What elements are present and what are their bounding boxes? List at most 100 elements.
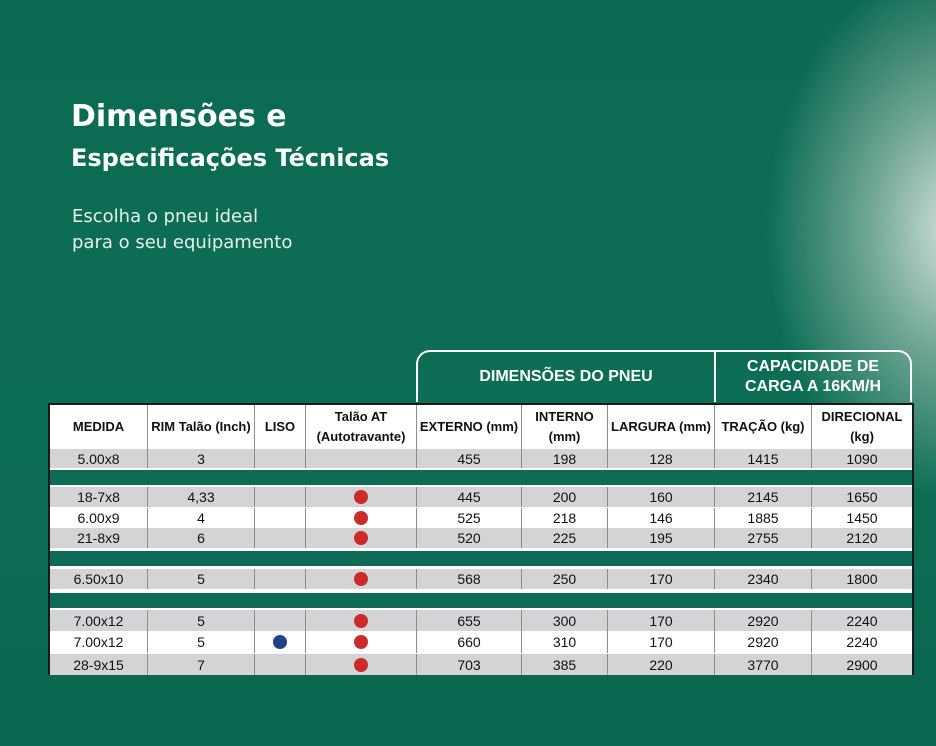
cell-liso bbox=[255, 654, 306, 675]
cell-rim: 6 bbox=[148, 528, 255, 548]
cell-liso bbox=[255, 449, 306, 468]
cell-tracao: 1885 bbox=[715, 508, 812, 528]
talao-at-marker-icon bbox=[354, 657, 368, 672]
cell-direcional: 1650 bbox=[846, 489, 878, 505]
cell-talao-at bbox=[306, 449, 417, 468]
cell-direcional: 2900 bbox=[846, 656, 878, 673]
cell-tracao: 3770 bbox=[715, 654, 812, 675]
cell-interno: 300 bbox=[522, 610, 608, 631]
section-separator bbox=[50, 470, 912, 485]
cell-largura: 170 bbox=[608, 569, 715, 589]
header-medida: MEDIDA bbox=[50, 405, 148, 449]
cell-medida: 7.00x12 bbox=[50, 610, 148, 631]
title-line-2: Especificações Técnicas bbox=[71, 144, 390, 172]
cell-talao-at bbox=[306, 487, 417, 507]
cell-talao-at bbox=[306, 569, 417, 589]
talao-at-marker-icon bbox=[354, 613, 368, 628]
header-rim: RIM Talão (Inch) bbox=[148, 405, 255, 449]
cell-talao-at bbox=[306, 528, 417, 548]
cell-externo: 568 bbox=[417, 569, 522, 589]
cell-rim: 7 bbox=[148, 654, 255, 675]
cell-direcional: 1450 bbox=[846, 510, 878, 526]
cell-rim: 4 bbox=[148, 508, 255, 528]
header-direcional: DIRECIONAL (kg) bbox=[821, 409, 903, 444]
cell-direcional: 2240 bbox=[846, 612, 878, 629]
group-header-capacity: CAPACIDADE DE CARGA A 16KM/H bbox=[714, 350, 912, 402]
cell-externo: 520 bbox=[417, 528, 522, 548]
cell-largura: 220 bbox=[608, 654, 715, 675]
talao-at-marker-icon bbox=[354, 490, 368, 504]
cell-rim: 4,33 bbox=[148, 487, 255, 507]
cell-talao-at bbox=[306, 654, 417, 675]
header-interno: INTERNO (mm) bbox=[522, 405, 608, 449]
header-largura: LARGURA (mm) bbox=[608, 405, 715, 449]
page-subtitle: Escolha o pneu ideal para o seu equipame… bbox=[72, 204, 292, 256]
cell-largura: 128 bbox=[608, 449, 715, 468]
cell-largura: 170 bbox=[608, 631, 715, 653]
cell-tracao: 2920 bbox=[715, 610, 812, 631]
cell-largura: 170 bbox=[608, 610, 715, 631]
cell-liso bbox=[255, 631, 306, 653]
table-row: 28-9x15 7 703 385 220 3770 2900 bbox=[50, 654, 912, 675]
table-row: 7.00x12 5 655 300 170 2920 2240 bbox=[50, 610, 912, 631]
cell-rim: 5 bbox=[148, 610, 255, 631]
cell-externo: 660 bbox=[417, 631, 522, 653]
subtitle-line-2: para o seu equipamento bbox=[72, 232, 293, 253]
cell-externo: 525 bbox=[417, 508, 522, 528]
header-talao-at: Talão AT (Autotravante) bbox=[306, 405, 417, 449]
cell-externo: 703 bbox=[417, 654, 522, 675]
cell-direcional: 1800 bbox=[846, 571, 878, 587]
cell-talao-at bbox=[306, 610, 417, 631]
talao-at-marker-icon bbox=[354, 635, 368, 649]
cell-interno: 200 bbox=[522, 487, 608, 507]
capacity-line-2: CARGA A 16KM/H bbox=[744, 378, 881, 395]
table-row: 21-8x9 6 520 225 195 2755 2120 bbox=[50, 528, 912, 548]
header-externo: EXTERNO (mm) bbox=[417, 405, 522, 449]
cell-talao-at bbox=[306, 631, 417, 653]
cell-rim: 5 bbox=[148, 569, 255, 589]
cell-tracao: 2145 bbox=[715, 487, 812, 507]
page-title: Dimensões e Especificações Técnicas bbox=[71, 96, 389, 178]
cell-medida: 21-8x9 bbox=[50, 528, 148, 548]
cell-externo: 655 bbox=[417, 610, 522, 631]
cell-largura: 160 bbox=[608, 487, 715, 507]
cell-interno: 218 bbox=[522, 508, 608, 528]
cell-liso bbox=[255, 508, 306, 528]
cell-largura: 195 bbox=[608, 528, 715, 548]
table-header-row: MEDIDA RIM Talão (Inch) LISO Talão AT (A… bbox=[50, 405, 912, 449]
cell-tracao: 2920 bbox=[715, 631, 812, 653]
table-row: 6.00x9 4 525 218 146 1885 1450 bbox=[50, 508, 912, 528]
liso-marker-icon bbox=[273, 635, 287, 649]
section-separator bbox=[50, 551, 912, 566]
cell-tracao: 2755 bbox=[715, 528, 812, 548]
cell-medida: 6.00x9 bbox=[50, 508, 148, 528]
cell-largura: 146 bbox=[608, 508, 715, 528]
cell-interno: 225 bbox=[522, 528, 608, 548]
table-row: 18-7x8 4,33 445 200 160 2145 1650 bbox=[50, 487, 912, 507]
cell-medida: 5.00x8 bbox=[50, 449, 148, 468]
cell-direcional: 2120 bbox=[846, 530, 878, 546]
talao-at-marker-icon bbox=[354, 511, 368, 525]
cell-medida: 18-7x8 bbox=[50, 487, 148, 507]
cell-rim: 5 bbox=[148, 631, 255, 653]
cell-interno: 198 bbox=[522, 449, 608, 468]
title-line-1: Dimensões e bbox=[71, 99, 287, 134]
cell-liso bbox=[255, 487, 306, 507]
cell-direcional: 2240 bbox=[846, 634, 878, 650]
subtitle-line-1: Escolha o pneu ideal bbox=[72, 206, 259, 227]
cell-medida: 28-9x15 bbox=[50, 654, 148, 675]
cell-liso bbox=[255, 610, 306, 631]
table-row: 5.00x8 3 455 198 128 1415 1090 bbox=[50, 449, 912, 468]
cell-interno: 385 bbox=[522, 654, 608, 675]
cell-medida: 7.00x12 bbox=[50, 631, 148, 653]
capacity-line-1: CAPACIDADE DE bbox=[746, 358, 880, 375]
cell-externo: 445 bbox=[417, 487, 522, 507]
group-header-dimensions: DIMENSÕES DO PNEU bbox=[416, 350, 716, 402]
talao-at-marker-icon bbox=[354, 531, 368, 545]
cell-interno: 310 bbox=[522, 631, 608, 653]
table-row: 7.00x12 5 660 310 170 2920 2240 bbox=[50, 631, 912, 653]
cell-liso bbox=[255, 569, 306, 589]
cell-talao-at bbox=[306, 508, 417, 528]
cell-tracao: 2340 bbox=[715, 569, 812, 589]
table-row: 6.50x10 5 568 250 170 2340 1800 bbox=[50, 569, 912, 589]
